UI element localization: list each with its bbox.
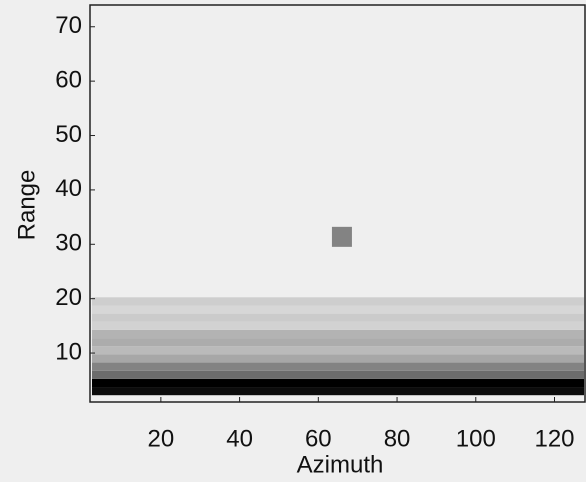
heat-row <box>92 371 584 379</box>
heat-row <box>92 346 584 354</box>
y-tick-label: 20 <box>55 284 82 311</box>
heat-spot <box>332 227 352 247</box>
heat-row <box>92 330 584 338</box>
heat-row <box>92 322 584 330</box>
y-tick-label: 70 <box>55 12 82 39</box>
y-tick-label: 40 <box>55 175 82 202</box>
heat-row <box>92 363 584 371</box>
x-tick-label: 60 <box>305 425 332 452</box>
heat-row <box>92 387 584 395</box>
y-tick-label: 30 <box>55 230 82 257</box>
x-axis-label: Azimuth <box>297 451 384 478</box>
y-tick-label: 50 <box>55 121 82 148</box>
heat-row <box>92 338 584 346</box>
y-tick-label: 60 <box>55 66 82 93</box>
chart: Azimuth Range 10 20 30 40 50 60 70 20 40 60 80 100 1… <box>0 0 586 482</box>
heat-row <box>92 297 584 305</box>
x-tick-label: 120 <box>534 425 574 452</box>
y-tick-label: 10 <box>55 338 82 365</box>
x-tick-label: 40 <box>226 425 253 452</box>
heat-row <box>92 314 584 322</box>
heat-row <box>92 379 584 387</box>
x-tick-label: 100 <box>456 425 496 452</box>
heat-row <box>92 354 584 362</box>
x-tick-label: 20 <box>148 425 175 452</box>
x-tick-label: 80 <box>384 425 411 452</box>
y-axis-label: Range <box>13 170 40 241</box>
heat-row <box>92 305 584 313</box>
